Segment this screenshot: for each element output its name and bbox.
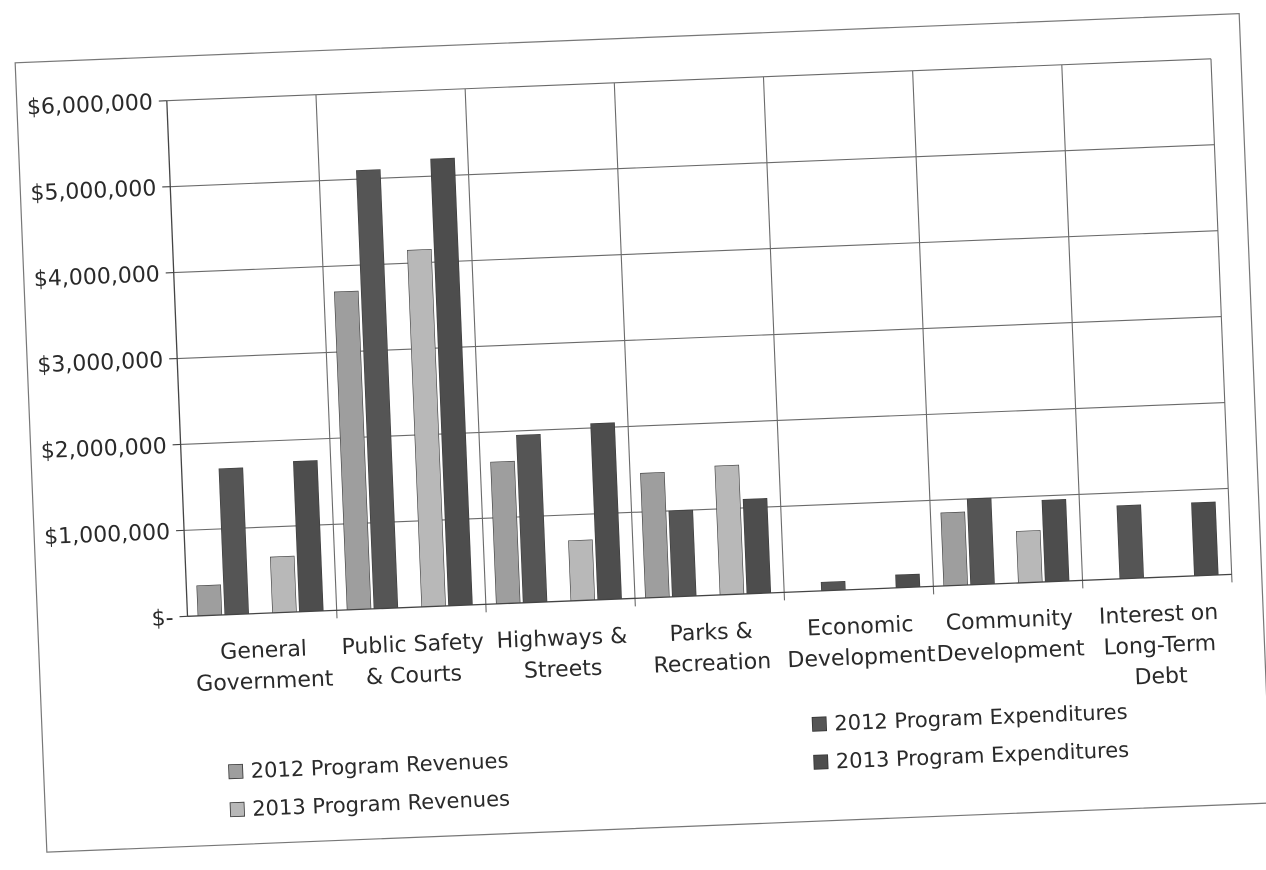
bar-2-3	[516, 434, 547, 603]
bar-1-3	[491, 461, 521, 604]
y-tick-label: $5,000,000	[30, 176, 157, 206]
gridline-horizontal	[177, 317, 1221, 359]
x-tick-label: Development	[787, 642, 936, 673]
x-tick-label: Debt	[1134, 663, 1188, 690]
y-tick-label: $3,000,000	[37, 348, 164, 378]
x-tick-label: & Courts	[366, 661, 463, 690]
chart-frame	[15, 14, 1266, 853]
bar-4-4	[743, 498, 771, 593]
gridline-horizontal	[167, 59, 1211, 101]
y-tick-label: $2,000,000	[40, 434, 167, 464]
bar-2-1	[219, 468, 249, 615]
y-tick-labels: $- $1,000,000 $2,000,000 $3,000,000 $4,000,0…	[27, 90, 175, 636]
x-axis-line	[188, 574, 1232, 616]
gridline-horizontal	[184, 488, 1228, 530]
grid-lines	[167, 59, 1232, 625]
y-tick-label: $-	[151, 606, 174, 632]
bar-1-1	[197, 585, 222, 616]
x-tick-label: Public Safety	[341, 629, 484, 660]
bars	[180, 128, 1218, 616]
bar-4-6	[1042, 499, 1069, 582]
bar-2-6	[967, 498, 994, 585]
legend-label: 2013 Program Revenues	[252, 787, 511, 821]
x-tick-label: Highways &	[496, 624, 628, 654]
bar-3-4	[715, 465, 744, 595]
legend-swatch	[230, 802, 245, 817]
x-tick-label: Parks &	[669, 619, 753, 647]
x-tick-label: General	[220, 637, 308, 665]
bar-4-3	[591, 423, 622, 600]
x-tick-label: Streets	[524, 656, 603, 684]
gridline-horizontal	[174, 231, 1218, 273]
legend: 2012 Program Revenues 2012 Program Expend…	[227, 700, 1130, 822]
x-tick-label: Community	[945, 606, 1073, 636]
bar-1-6	[941, 512, 968, 586]
x-tick-label: Development	[936, 636, 1085, 667]
legend-swatch	[814, 755, 829, 770]
bar-4-7	[1191, 502, 1218, 576]
y-tick-label: $1,000,000	[44, 520, 171, 550]
x-tick-label: Interest on	[1099, 600, 1219, 630]
legend-swatch	[812, 717, 827, 732]
bar-3-1	[270, 556, 296, 613]
bar-4-5	[896, 574, 920, 588]
y-tick-label: $6,000,000	[27, 90, 154, 120]
x-tick-label: Economic	[807, 612, 914, 641]
bar-2-7	[1117, 505, 1144, 579]
x-tick-label: Government	[196, 667, 334, 698]
gridline-vertical	[913, 71, 934, 595]
bar-2-4	[669, 510, 696, 597]
bar-4-1	[293, 460, 323, 611]
y-tick-label: $4,000,000	[33, 262, 160, 292]
legend-label: 2012 Program Revenues	[250, 749, 509, 783]
gridline-horizontal	[170, 145, 1214, 187]
bar-3-3	[568, 540, 594, 601]
x-tick-label: Long-Term	[1103, 631, 1216, 660]
bar-1-4	[640, 472, 669, 598]
gridline-horizontal	[181, 403, 1225, 445]
legend-label: 2013 Program Expenditures	[835, 738, 1129, 774]
legend-swatch	[229, 764, 244, 779]
x-tick-label: Recreation	[653, 649, 772, 679]
bar-3-6	[1016, 530, 1042, 583]
scanned-page: $- $1,000,000 $2,000,000 $3,000,000 $4,000,0…	[0, 0, 1266, 841]
legend-label: 2012 Program Expenditures	[834, 700, 1128, 736]
